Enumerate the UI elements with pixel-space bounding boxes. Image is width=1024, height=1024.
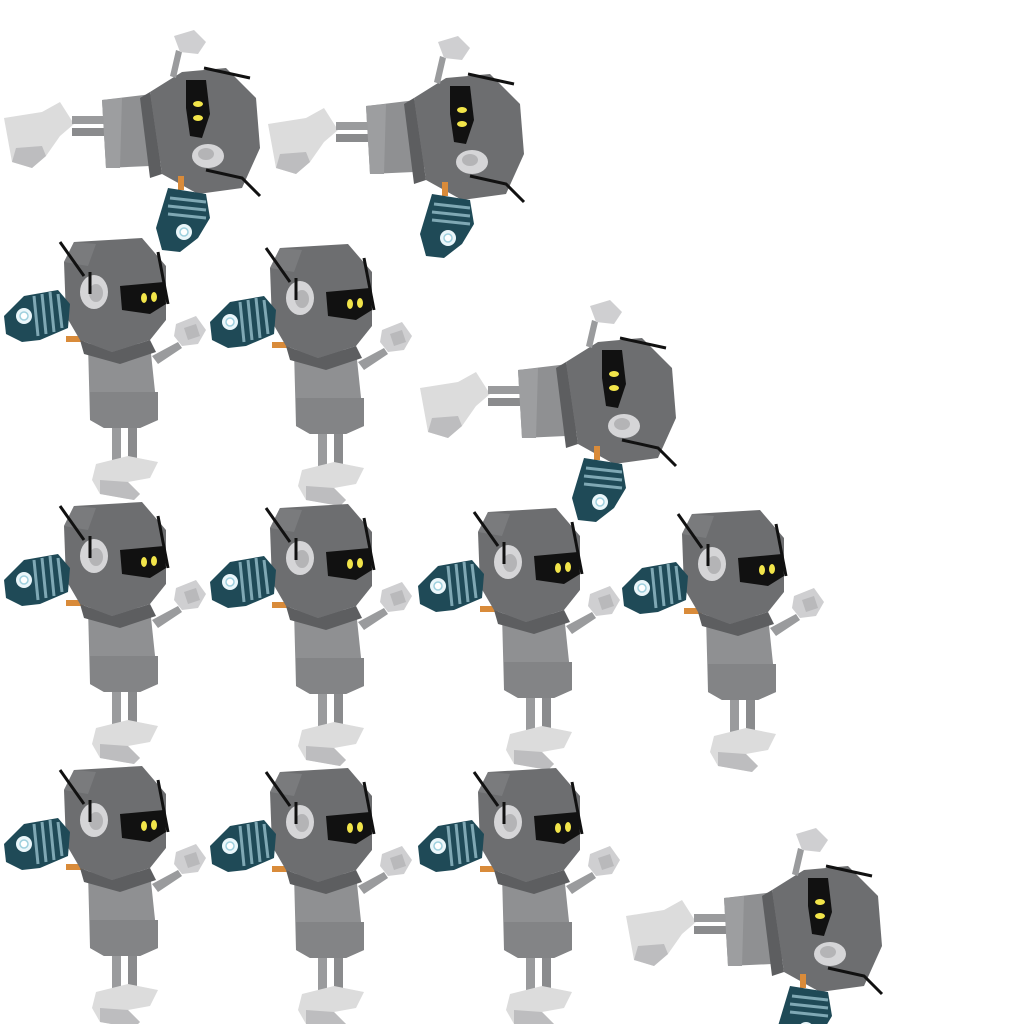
robot-sprite-frame-rotated (624, 826, 884, 1024)
robot-sprite-frame-upright (2, 500, 208, 766)
robot-sprite-frame-upright (416, 506, 622, 772)
robot-sprite-frame-upright (416, 766, 622, 1024)
robot-sprite-frame-upright (208, 242, 414, 508)
robot-sprite-frame-upright (620, 508, 826, 774)
robot-sprite-frame-upright (2, 764, 208, 1024)
robot-sprite-frame-rotated (418, 298, 678, 524)
robot-sprite-frame-upright (208, 502, 414, 768)
robot-sprite-frame-rotated (2, 28, 262, 254)
robot-sprite-frame-upright (2, 236, 208, 502)
robot-sprite-frame-rotated (266, 34, 526, 260)
robot-sprite-frame-upright (208, 766, 414, 1024)
